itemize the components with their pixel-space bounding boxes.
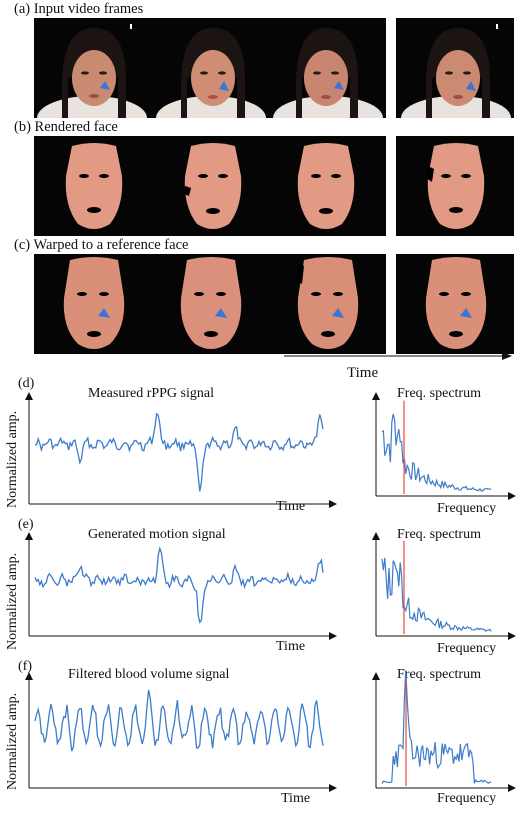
xlabel-f: Time (281, 791, 311, 806)
spectrum-plot-d (372, 392, 516, 500)
caption-c: (c) Warped to a reference face (14, 237, 189, 253)
signal-tag-d: (d) (18, 376, 35, 391)
spectrum-trace (381, 557, 492, 632)
caption-b: (b) Rendered face (14, 119, 118, 135)
spectrum-axes (372, 672, 516, 792)
spectrum-axes (372, 532, 516, 640)
spectrum-plot-e (372, 532, 516, 640)
signal-plot-f (25, 672, 337, 792)
spectrum-title-f: Freq. spectrum (397, 667, 481, 682)
spectrum-xlabel-e: Frequency (437, 641, 497, 656)
video-frame-1 (34, 18, 152, 118)
signal-trace (34, 546, 324, 624)
signal-plot-d (25, 392, 337, 508)
time-label: Time (347, 365, 379, 381)
warped-face-2 (151, 254, 269, 354)
ylabel-d: Normalized amp. (5, 410, 20, 508)
video-frame-2 (151, 18, 269, 118)
spectrum-axes (372, 392, 516, 500)
rendered-face-3 (268, 136, 386, 236)
video-frame-3 (268, 18, 386, 118)
rendered-face-1 (34, 136, 152, 236)
signal-title-e: Generated motion signal (88, 527, 226, 542)
spectrum-trace (381, 670, 492, 784)
spectrum-plot-f (372, 670, 516, 792)
warped-face-1 (34, 254, 152, 354)
spectrum-xlabel-d: Frequency (437, 501, 497, 516)
signal-tag-e: (e) (18, 517, 34, 532)
ylabel-e: Normalized amp. (5, 552, 20, 650)
signal-axes (25, 532, 337, 640)
xlabel-e: Time (276, 639, 306, 654)
spectrum-title-d: Freq. spectrum (397, 386, 481, 401)
signal-trace (34, 689, 324, 752)
time-arrow (284, 352, 512, 360)
signal-plot-e (25, 532, 337, 640)
signal-title-f: Filtered blood volume signal (68, 667, 230, 682)
spectrum-xlabel-f: Frequency (437, 791, 497, 806)
rendered-face-2 (151, 136, 269, 236)
signal-axes (25, 672, 337, 792)
xlabel-d: Time (276, 499, 306, 514)
warped-face-4 (396, 254, 514, 354)
signal-title-d: Measured rPPG signal (88, 386, 214, 401)
rendered-face-4 (396, 136, 514, 236)
spectrum-trace (381, 413, 492, 492)
caption-a: (a) Input video frames (14, 1, 144, 17)
spectrum-title-e: Freq. spectrum (397, 527, 481, 542)
signal-axes (25, 392, 337, 508)
warped-face-3 (268, 254, 386, 354)
video-frame-4 (396, 18, 514, 118)
signal-tag-f: (f) (18, 659, 32, 674)
signal-trace (34, 412, 324, 492)
ylabel-f: Normalized amp. (5, 692, 20, 790)
